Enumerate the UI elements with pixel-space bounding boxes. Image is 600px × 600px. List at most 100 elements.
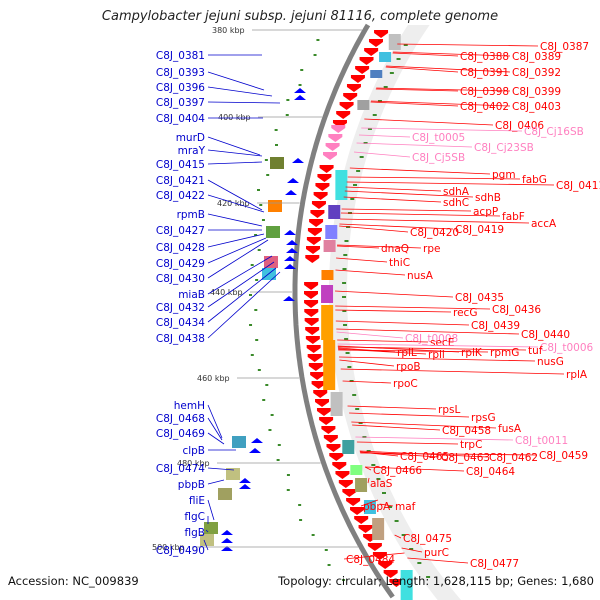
right-gene-label: C8J_0484 <box>346 554 395 566</box>
right-gene-label: C8J_0399 <box>512 86 561 98</box>
right-label-connector <box>376 87 511 92</box>
right-label-connector <box>340 218 530 224</box>
annotation-block <box>270 157 284 169</box>
right-gene-label: C8J_0466 <box>373 465 422 477</box>
reverse-gene-arrow <box>286 248 298 253</box>
right-label-connector <box>386 65 511 73</box>
right-label-connector <box>345 186 442 192</box>
left-label-connector <box>207 101 281 104</box>
forward-gene-arrow <box>346 498 361 506</box>
map-title: Campylobacter jejuni subsp. jejuni 81116… <box>101 9 499 24</box>
reverse-gene-arrow <box>285 190 297 195</box>
left-gene-label: C8J_0422 <box>156 190 205 202</box>
left-gene-label: pbpB <box>178 479 205 491</box>
kbp-tick-label: 420 kbp <box>217 199 250 208</box>
right-gene-label: fabF <box>502 211 525 223</box>
left-gene-label: flgC <box>184 511 205 523</box>
annotation-block <box>400 570 413 600</box>
right-label-connector <box>385 66 459 73</box>
right-label-connector <box>356 142 473 148</box>
annotation-block <box>342 440 355 454</box>
reverse-gene-arrow <box>221 538 233 543</box>
forward-gene-arrow <box>342 489 357 497</box>
kbp-tick-label: 380 kbp <box>212 26 245 35</box>
right-gene-label: C8J_0436 <box>492 304 541 316</box>
reverse-gene-arrow <box>286 240 298 245</box>
right-gene-label: C8J_0435 <box>455 292 504 304</box>
right-label-connector <box>342 380 392 384</box>
forward-gene-arrow <box>306 237 321 245</box>
reverse-gene-arrow <box>239 478 251 483</box>
right-label-connector <box>341 208 472 212</box>
annotation-block <box>350 465 363 475</box>
left-label-connector <box>207 213 263 227</box>
reverse-gene-arrow <box>294 95 306 100</box>
right-label-connector <box>343 552 405 560</box>
reverse-gene-arrow <box>284 264 296 269</box>
forward-gene-arrow <box>317 174 332 182</box>
forward-gene-arrow <box>350 507 365 515</box>
reverse-gene-arrow <box>294 88 306 93</box>
kbp-tick-label: 440 kbp <box>210 288 243 297</box>
reverse-gene-arrow <box>284 256 296 261</box>
forward-gene-arrow <box>306 246 321 254</box>
right-label-connector <box>339 223 454 230</box>
left-label-connector <box>205 529 209 533</box>
right-label-connector <box>356 441 459 445</box>
right-gene-label: C8J_t0006 <box>540 342 594 354</box>
reverse-gene-arrow <box>284 230 296 235</box>
right-gene-label: C8J_0387 <box>540 41 589 53</box>
right-label-connector <box>370 100 511 107</box>
right-gene-label: C8J_0464 <box>466 466 515 478</box>
right-label-connector <box>336 328 520 335</box>
right-gene-label: nusA <box>407 270 434 282</box>
right-gene-label: C8J_0462 <box>489 452 538 464</box>
right-label-connector <box>394 534 402 539</box>
right-gene-label: fusA <box>498 423 522 435</box>
annotation-block <box>335 170 348 200</box>
left-gene-label: rpmB <box>177 209 205 221</box>
annotation-block <box>370 70 383 78</box>
right-gene-label: dnaQ <box>381 243 409 255</box>
forward-gene-arrow <box>310 372 325 380</box>
right-label-connector <box>344 190 474 198</box>
right-gene-label: C8J_0392 <box>512 67 561 79</box>
kbp-tick-label: 460 kbp <box>197 374 230 383</box>
right-gene-label: nusG <box>537 356 564 368</box>
kbp-tick-label: 400 kbp <box>218 113 251 122</box>
right-gene-label: C8J_0419 <box>455 224 504 236</box>
forward-gene-arrow <box>304 309 319 317</box>
left-label-connector <box>207 417 223 441</box>
topology-label: Topology: circular; Length: 1,628,115 bp… <box>278 574 594 588</box>
forward-gene-arrow <box>311 381 326 389</box>
forward-gene-arrow <box>338 480 353 488</box>
forward-gene-arrow <box>305 255 320 263</box>
right-label-connector <box>337 343 539 348</box>
right-label-connector <box>364 466 372 471</box>
right-gene-label: rpsL <box>438 404 460 416</box>
left-gene-label: C8J_0474 <box>156 463 205 475</box>
right-label-connector <box>364 118 494 126</box>
right-gene-label: rpoC <box>393 378 418 390</box>
reverse-gene-arrow <box>249 448 261 453</box>
forward-gene-arrow <box>383 570 398 578</box>
right-gene-label: acpP <box>473 206 498 218</box>
annotation-block <box>323 340 336 390</box>
right-label-connector <box>370 101 459 107</box>
left-gene-label: C8J_0430 <box>156 273 205 285</box>
left-label-connector <box>207 136 261 156</box>
annotation-block <box>266 226 280 238</box>
right-gene-label: C8J_0389 <box>512 51 561 63</box>
right-gene-label: alaS <box>370 478 393 490</box>
forward-gene-arrow <box>346 84 361 92</box>
right-label-connector <box>401 547 423 553</box>
forward-gene-arrow <box>319 417 334 425</box>
left-label-connector <box>207 479 225 485</box>
forward-gene-arrow <box>358 525 373 533</box>
right-gene-label: C8J_Cj23SB <box>474 142 534 154</box>
forward-gene-arrow <box>355 66 370 74</box>
left-gene-label: flgB <box>185 527 205 539</box>
reverse-gene-arrow <box>221 546 233 551</box>
annotation-block <box>204 522 218 534</box>
